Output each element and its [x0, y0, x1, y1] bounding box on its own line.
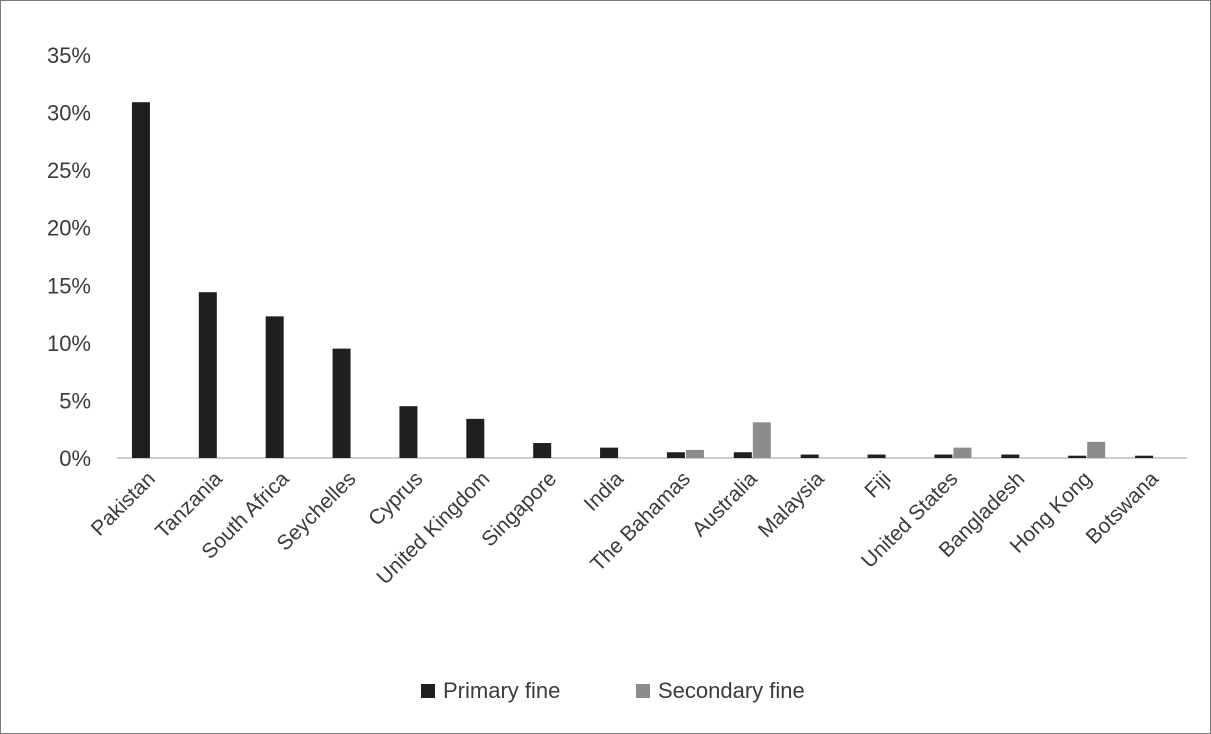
x-category-label: Australia	[688, 467, 762, 541]
bar-primary-fine	[1068, 455, 1087, 458]
x-category-label: Botswana	[1082, 467, 1164, 549]
x-category-label: Pakistan	[87, 467, 160, 540]
legend-label-secondary: Secondary fine	[658, 678, 805, 703]
bar-secondary-fine	[953, 447, 972, 458]
bar-primary-fine	[466, 418, 485, 458]
bar-primary-fine	[332, 348, 351, 458]
y-tick-label: 15%	[47, 273, 91, 298]
bars	[131, 102, 1154, 459]
bar-primary-fine	[867, 454, 886, 458]
bar-primary-fine	[131, 102, 150, 459]
y-tick-label: 10%	[47, 331, 91, 356]
bar-primary-fine	[600, 447, 619, 458]
x-category-label: Cyprus	[364, 467, 427, 530]
bar-secondary-fine	[1087, 441, 1106, 458]
y-tick-label: 20%	[47, 216, 91, 241]
bar-primary-fine	[666, 452, 685, 458]
bar-primary-fine	[265, 316, 284, 458]
bar-primary-fine	[800, 454, 819, 458]
bar-primary-fine	[934, 454, 953, 458]
y-tick-label: 30%	[47, 101, 91, 126]
bar-primary-fine	[533, 443, 552, 458]
legend-label-primary: Primary fine	[443, 678, 560, 703]
y-tick-label: 0%	[59, 446, 91, 471]
legend: Primary fine Secondary fine	[421, 678, 805, 703]
bar-primary-fine	[1135, 455, 1154, 458]
y-tick-label: 5%	[59, 388, 91, 413]
bar-secondary-fine	[685, 449, 704, 458]
x-category-label: Fiji	[860, 467, 895, 502]
bar-primary-fine	[198, 292, 217, 458]
legend-swatch-primary	[421, 684, 435, 698]
y-tick-label: 25%	[47, 158, 91, 183]
x-category-label: United Kingdom	[372, 467, 494, 589]
x-category-label: India	[580, 467, 629, 516]
y-tick-label: 35%	[47, 43, 91, 68]
bar-secondary-fine	[752, 422, 771, 458]
y-axis-ticks: 0% 5% 10% 15% 20% 25% 30% 35%	[47, 43, 91, 471]
legend-swatch-secondary	[636, 684, 650, 698]
bar-primary-fine	[399, 406, 418, 458]
bar-primary-fine	[1001, 454, 1020, 458]
x-category-label: Malaysia	[754, 467, 829, 542]
bar-primary-fine	[733, 452, 752, 458]
